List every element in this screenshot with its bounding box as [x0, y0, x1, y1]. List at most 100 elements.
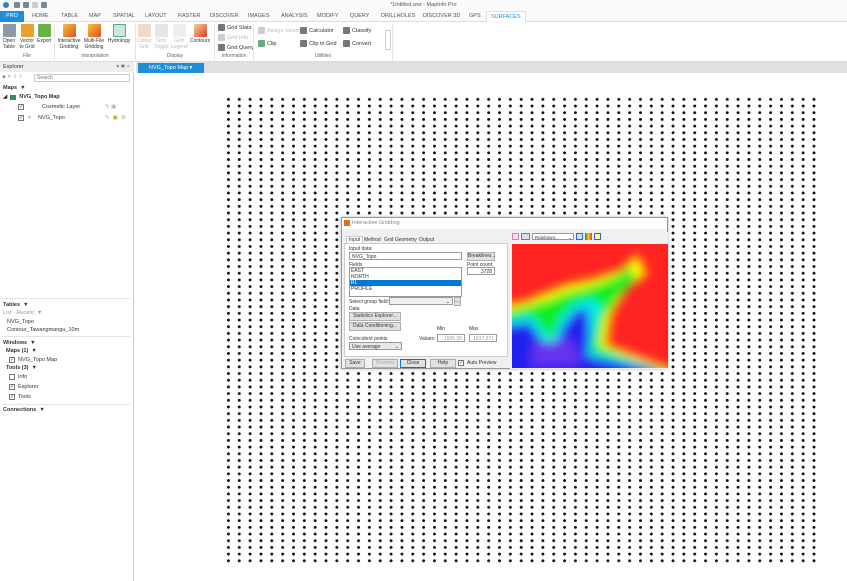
max-value: 1637.271	[469, 334, 497, 342]
checkbox[interactable]: ✓	[18, 104, 24, 110]
tool-info[interactable]: Info	[9, 374, 27, 380]
tab-analysis[interactable]: ANALYSIS	[281, 13, 308, 19]
histogram-icon[interactable]	[576, 233, 583, 240]
grid-legend-button[interactable]: Grid Legend	[171, 24, 188, 50]
windows-header[interactable]: Windows ▼	[3, 340, 36, 346]
checkbox[interactable]	[9, 374, 15, 380]
map-node[interactable]: ◢ NVG_Topo Map	[3, 94, 60, 100]
tables-header[interactable]: Tables ▼	[3, 302, 29, 308]
eye-icon[interactable]	[521, 233, 530, 240]
group-field-select[interactable]: ⌄	[389, 297, 453, 305]
tab-grid-geometry[interactable]: Grid Geometry	[384, 237, 417, 243]
field-item-selected[interactable]: RL	[350, 280, 461, 286]
calculator-button[interactable]: Calculator	[300, 27, 334, 34]
tab-discover[interactable]: DISCOVER	[210, 13, 239, 19]
layer-edit-icons[interactable]: ✎ ▣ ⚙	[105, 115, 126, 121]
vector-to-grid-button[interactable]: Vector to Grid	[18, 24, 36, 50]
classify-button[interactable]: Classify	[343, 27, 371, 34]
save-button[interactable]: Save	[345, 359, 365, 368]
layer-cosmetic[interactable]: ✓ Cosmetic Layer	[18, 104, 81, 110]
assign-values-button[interactable]: Assign Values	[258, 27, 301, 34]
colour-icon[interactable]	[585, 233, 592, 240]
fields-list[interactable]: EAST NORTH RL PROFILE	[349, 267, 462, 297]
tools-group[interactable]: Tools (3) ▼	[6, 365, 37, 371]
field-item[interactable]: NORTH	[351, 274, 369, 280]
tab-surfaces[interactable]: SURFACES	[486, 11, 526, 22]
data-conditioning-button[interactable]: Data Conditioning...	[349, 322, 401, 331]
grid-info-button[interactable]: Grid Info	[218, 34, 248, 41]
hydrology-button[interactable]: Hydrology	[107, 24, 131, 44]
auto-preview-checkbox[interactable]: ✓ Auto Preview	[458, 360, 497, 366]
table-item[interactable]: Contour_Tawangmangu_10m	[7, 327, 80, 333]
save-icon[interactable]	[23, 2, 29, 8]
maps-header[interactable]: Maps ▼	[3, 85, 26, 91]
reset-view-icon[interactable]	[512, 233, 519, 240]
document-tabs: NVG_Topo Map ▾	[136, 62, 847, 73]
tool-tools[interactable]: ✓ Tools	[9, 394, 31, 400]
grid-preview-image[interactable]	[512, 244, 668, 368]
layer-edit-icons[interactable]: ✎ ▣	[105, 104, 117, 110]
colour-grid-button[interactable]: Colour Grid	[137, 24, 152, 50]
statistics-explorer-button[interactable]: Statistics Explorer...	[349, 312, 401, 321]
tab-map[interactable]: MAP	[89, 13, 101, 19]
tab-discover-3d[interactable]: DISCOVER 3D	[423, 13, 461, 19]
tab-images[interactable]: IMAGES	[248, 13, 270, 19]
panel-controls[interactable]: ▾ ✱ ×	[116, 64, 130, 70]
checkbox[interactable]: ✓	[9, 357, 15, 363]
field-item[interactable]: PROFILE	[351, 286, 373, 292]
maps-group[interactable]: Maps (1) ▼	[6, 348, 37, 354]
clip-to-grid-button[interactable]: Clip to Grid	[300, 40, 337, 47]
input-data-field[interactable]: NVG_Topo	[349, 252, 462, 260]
contours-button[interactable]: Contours	[189, 24, 211, 44]
tab-raster[interactable]: RASTER	[178, 13, 201, 19]
copy-icon[interactable]	[32, 2, 38, 8]
print-icon[interactable]	[41, 2, 47, 8]
multi-file-gridding-button[interactable]: Multi-File Gridding	[82, 24, 106, 50]
checkbox[interactable]: ✓	[18, 115, 24, 121]
open-icon[interactable]	[14, 2, 20, 8]
tab-pro[interactable]: PRO	[0, 11, 24, 22]
help-button[interactable]: Help	[430, 359, 456, 368]
checkbox[interactable]: ✓	[9, 384, 15, 390]
layer-nvg-topo[interactable]: ✓ ★ NVG_Topo	[18, 115, 65, 121]
close-button[interactable]: Close	[400, 359, 426, 368]
breaklines-button[interactable]: Breaklines...	[467, 252, 496, 261]
tables-filter[interactable]: List - Recent ▼	[3, 310, 43, 316]
tab-query[interactable]: QUERY	[350, 13, 370, 19]
tab-drillholes[interactable]: DRILLHOLES	[381, 13, 416, 19]
open-table-button[interactable]: Open Table	[2, 24, 16, 50]
clip-button[interactable]: Clip	[258, 40, 276, 47]
group-field-more-button[interactable]: …	[454, 297, 461, 306]
tab-layout[interactable]: LAYOUT	[145, 13, 167, 19]
export-button[interactable]: Export	[37, 24, 51, 44]
divider	[54, 24, 55, 60]
connections-header[interactable]: Connections ▼	[3, 407, 45, 413]
preview-button[interactable]: Preview	[372, 359, 398, 368]
convert-button[interactable]: Convert	[343, 40, 371, 47]
tab-spatial[interactable]: SPATIAL	[113, 13, 135, 19]
checkbox[interactable]: ✓	[9, 394, 15, 400]
tab-home[interactable]: HOME	[32, 13, 49, 19]
tab-modify[interactable]: MODIFY	[317, 13, 339, 19]
layer-toolbar[interactable]: ◆ ✕ ⇧ ⇩	[2, 74, 23, 80]
table-item[interactable]: NVG_Topo	[7, 319, 34, 325]
grid-query-button[interactable]: Grid Query	[218, 44, 254, 51]
grid-stats-button[interactable]: Grid Stats	[218, 24, 251, 31]
ribbon-scroll[interactable]	[385, 30, 391, 50]
sun-shading-icon[interactable]	[594, 233, 601, 240]
coincident-points-select[interactable]: Use average ⌄	[349, 342, 402, 350]
grid-toggle-button[interactable]: Grid Toggle	[153, 24, 169, 50]
tab-input[interactable]: Input	[346, 236, 364, 243]
tab-gps[interactable]: GPS	[469, 13, 481, 19]
tool-explorer[interactable]: ✓ Explorer	[9, 384, 39, 390]
tab-table[interactable]: TABLE	[61, 13, 79, 19]
field-item[interactable]: EAST	[351, 268, 365, 274]
grid-stats-icon	[218, 24, 225, 31]
search-input[interactable]	[34, 74, 130, 82]
tab-method[interactable]: Method	[364, 237, 381, 243]
colour-table-select[interactable]: Rainbow4... ⌄	[532, 233, 574, 240]
map-window-item[interactable]: ✓ NVG_Topo Map	[9, 357, 58, 363]
tab-output[interactable]: Output	[419, 237, 435, 243]
interactive-gridding-button[interactable]: Interactive Gridding	[57, 24, 81, 50]
tab-nvg-topo-map[interactable]: NVG_Topo Map ▾	[138, 63, 204, 73]
